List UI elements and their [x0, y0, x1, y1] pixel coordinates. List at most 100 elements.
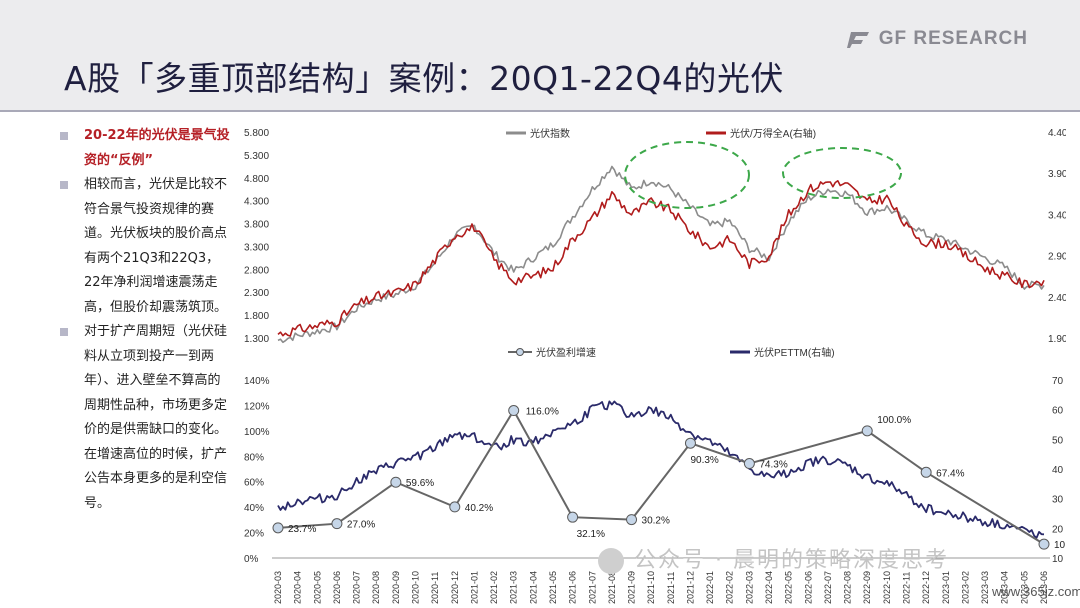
bottom-left-tick-label: 20%	[244, 529, 264, 540]
x-tick-label: 2022-02	[725, 571, 735, 604]
x-tick-label: 2022-03	[744, 571, 754, 604]
x-tick-label: 2021-12	[685, 571, 695, 604]
top-left-tick-label: 1.300	[244, 334, 269, 345]
data-point-growth	[1038, 538, 1050, 550]
x-tick-label: 2023-06	[1039, 571, 1049, 604]
x-tick-label: 2020-11	[430, 572, 440, 604]
bottom-right-tick-label: 70	[1052, 376, 1064, 387]
wechat-icon	[598, 548, 624, 574]
x-tick-label: 2021-01	[469, 571, 479, 604]
top-right-tick-label: 4.40	[1048, 128, 1066, 139]
bullet-square-icon	[60, 132, 68, 140]
x-tick-label: 2021-08	[607, 571, 617, 604]
data-label-growth: 40.2%	[465, 503, 493, 514]
bottom-left-tick-label: 60%	[244, 478, 264, 489]
bottom-left-tick-label: 40%	[244, 503, 264, 514]
legend-label: 光伏PETTM(右轴)	[754, 346, 835, 359]
bottom-right-tick-label: 50	[1052, 435, 1064, 446]
legend-label: 光伏/万得全A(右轴)	[730, 127, 816, 140]
top-right-tick-label: 1.90	[1048, 334, 1066, 345]
x-tick-label: 2020-08	[371, 571, 381, 604]
x-tick-label: 2023-03	[980, 571, 990, 604]
bottom-left-tick-label: 100%	[244, 427, 270, 438]
x-tick-label: 2020-10	[410, 571, 420, 604]
series-line-pettm	[277, 400, 1045, 539]
x-tick-label: 2020-07	[352, 571, 362, 604]
site-watermark: www.365jz.com	[992, 584, 1080, 599]
data-point-growth	[390, 476, 402, 488]
x-tick-label: 2021-05	[548, 571, 558, 604]
data-label-growth: 90.3%	[690, 455, 718, 466]
legend-label: 光伏盈利增速	[536, 346, 596, 359]
sidebar-bullet-text: 20-22年的光伏是景气投资的“反例”	[84, 128, 230, 168]
bullet-square-icon	[60, 181, 68, 189]
data-point-growth	[920, 466, 932, 478]
series-line-solar-index	[277, 165, 1045, 344]
bottom-left-tick-label: 0%	[244, 554, 259, 565]
legend-marker-growth	[516, 348, 524, 356]
sidebar-bullet-2: 相较而言，光伏是比较不符合景气投资规律的赛道。光伏板块的股价高点有两个21Q3和…	[58, 173, 230, 320]
x-tick-label: 2022-01	[705, 571, 715, 604]
data-label-growth: 30.2%	[642, 516, 670, 527]
data-point-growth	[626, 514, 638, 526]
series-line-solar-relative	[277, 180, 1045, 337]
bottom-right-tick-label: 40	[1052, 465, 1064, 476]
sidebar-bullet-1: 20-22年的光伏是景气投资的“反例”	[58, 124, 230, 173]
x-tick-label: 2023-01	[941, 571, 951, 604]
top-left-tick-label: 2.300	[244, 288, 269, 299]
x-tick-label: 2022-08	[843, 571, 853, 604]
bottom-right-tick-label: 30	[1052, 495, 1064, 506]
top-left-tick-label: 2.800	[244, 265, 269, 276]
data-point-growth	[508, 405, 520, 417]
brand-text: GF RESEARCH	[878, 28, 1028, 49]
x-tick-label: 2022-09	[862, 571, 872, 604]
x-tick-label: 2023-05	[1019, 571, 1029, 604]
data-point-growth	[861, 425, 873, 437]
data-point-growth	[743, 458, 755, 470]
sidebar-notes: 20-22年的光伏是景气投资的“反例” 相较而言，光伏是比较不符合景气投资规律的…	[58, 124, 230, 516]
top-left-tick-label: 1.800	[244, 311, 269, 322]
top-left-tick-label: 5.800	[244, 128, 269, 139]
data-label-growth: 74.3%	[759, 460, 787, 471]
data-point-growth	[331, 518, 343, 530]
top-right-tick-label: 3.90	[1048, 169, 1066, 180]
top-left-tick-label: 5.300	[244, 151, 269, 162]
data-label-growth: 100.0%	[877, 415, 911, 426]
x-tick-label: 2022-07	[823, 571, 833, 604]
top-right-tick-label: 3.40	[1048, 210, 1066, 221]
header-bar	[0, 0, 1080, 112]
x-tick-label: 2022-05	[784, 571, 794, 604]
top-left-tick-label: 3.300	[244, 242, 269, 253]
x-tick-label: 2020-04	[293, 571, 303, 604]
top-right-tick-label: 2.90	[1048, 252, 1066, 263]
x-tick-label: 2021-10	[646, 571, 656, 604]
x-tick-label: 2022-06	[803, 571, 813, 604]
top-left-tick-label: 4.800	[244, 174, 269, 185]
x-tick-label: 2023-04	[1000, 571, 1010, 604]
top-left-tick-label: 4.300	[244, 197, 269, 208]
x-tick-label: 2021-11	[666, 572, 676, 604]
x-tick-label: 2020-12	[450, 571, 460, 604]
data-label-growth: 27.0%	[347, 520, 375, 531]
data-label-growth: 116.0%	[526, 407, 559, 418]
brand-logo: GF RESEARCH	[846, 28, 1028, 50]
x-tick-label: 2021-03	[509, 571, 519, 604]
x-tick-label: 2022-10	[882, 571, 892, 604]
x-tick-label: 2021-07	[587, 571, 597, 604]
top-left-tick-label: 3.800	[244, 220, 269, 231]
bottom-left-tick-label: 80%	[244, 452, 264, 463]
chart-area: 5.800 5.300 4.800 4.300 3.800 3.300 2.800 2.300…	[244, 127, 1066, 604]
x-tick-label: 2021-02	[489, 571, 499, 604]
x-tick-label: 2020-06	[332, 571, 342, 604]
x-tick-label: 2021-04	[528, 571, 538, 604]
bottom-left-tick-label: 120%	[244, 401, 270, 412]
bottom-right-tick-label: 10	[1052, 554, 1064, 565]
bottom-right-tick-label: 60	[1052, 406, 1064, 417]
x-tick-label: 2020-09	[391, 571, 401, 604]
highlight-ellipse-top2	[782, 147, 902, 199]
bullet-square-icon	[60, 328, 68, 336]
x-tick-label: 2022-11	[902, 572, 912, 604]
sidebar-bullet-text: 相较而言，光伏是比较不符合景气投资规律的赛道。光伏板块的股价高点有两个21Q3和…	[84, 177, 228, 315]
highlight-ellipse-top1	[624, 141, 750, 209]
data-point-growth	[449, 501, 461, 513]
